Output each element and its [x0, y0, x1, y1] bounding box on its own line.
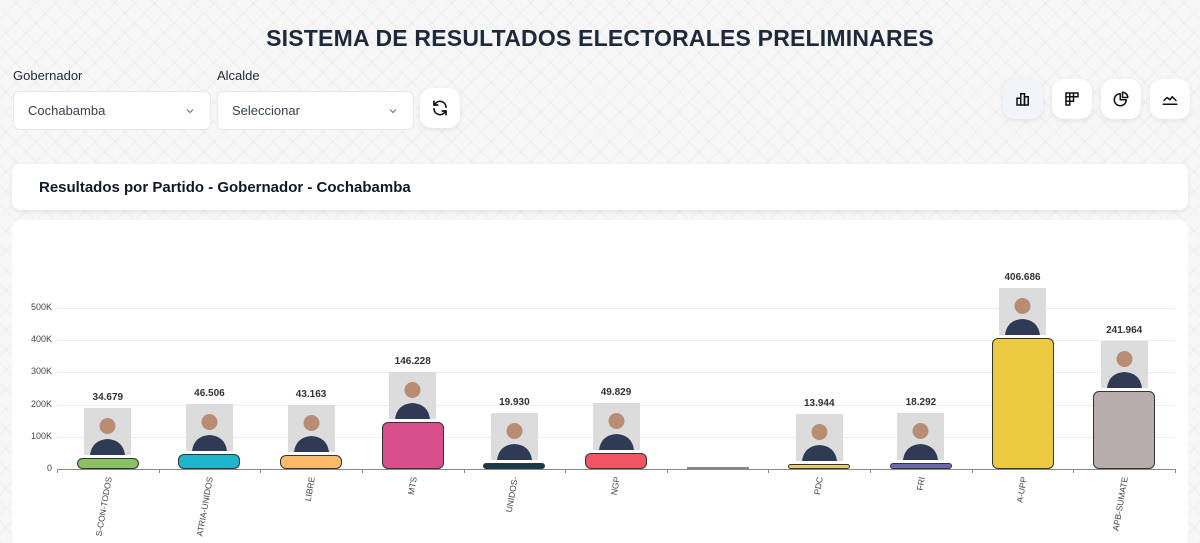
view-bar-chart-button[interactable] — [1003, 79, 1043, 119]
candidate-photo — [84, 407, 132, 455]
y-tick-label: 500K — [30, 302, 52, 312]
refresh-icon — [433, 100, 447, 116]
x-tick — [260, 469, 262, 473]
pie-chart-icon — [1113, 91, 1129, 107]
x-tick — [971, 469, 973, 473]
view-line-chart-button[interactable] — [1150, 79, 1190, 119]
bar-chart-icon — [1016, 93, 1029, 106]
bar-value-label: 241.964 — [1106, 325, 1143, 337]
chart-card-header: Resultados por Partido - Gobernador - Co… — [12, 164, 1188, 210]
x-tick — [1175, 469, 1176, 473]
gridline — [57, 372, 1175, 374]
bar-value-label: 34.679 — [92, 391, 124, 403]
chevron-down-icon — [186, 108, 194, 113]
chevron-down-icon — [389, 108, 397, 113]
bar-value-label: 18.292 — [905, 397, 937, 409]
x-axis — [57, 469, 1175, 470]
candidate-photo — [592, 402, 640, 450]
gridline — [57, 340, 1175, 342]
candidate-photo — [490, 412, 538, 460]
candidate-photo — [185, 404, 233, 452]
x-tick-label: S-CON-TODOS — [93, 476, 114, 538]
gridline — [57, 308, 1175, 309]
x-tick — [870, 469, 872, 473]
bar-s-con-todos[interactable] — [76, 457, 139, 469]
y-tick-label: 0 — [46, 463, 52, 473]
bar-apb-sumate[interactable] — [1093, 391, 1156, 469]
x-tick-label: UNIDOS- — [504, 476, 521, 514]
refresh-button[interactable] — [420, 88, 460, 128]
candidate-photo — [999, 288, 1047, 336]
bar-fri[interactable] — [889, 463, 952, 469]
bar-unidos-[interactable] — [483, 462, 546, 469]
x-tick — [1073, 469, 1075, 473]
x-tick-label: MTS — [405, 476, 419, 496]
x-tick-label: LIBRE — [302, 476, 317, 502]
bar-value-label: 49.829 — [600, 386, 632, 398]
bar-value-label: 406.686 — [1004, 272, 1041, 284]
candidate-photo — [795, 414, 843, 461]
x-tick — [463, 469, 465, 473]
y-tick-label: 400K — [30, 334, 52, 345]
x-tick — [768, 469, 770, 473]
x-tick — [57, 469, 58, 473]
y-tick-label: 300K — [30, 366, 52, 377]
alcalde-select[interactable]: Seleccionar — [217, 91, 414, 130]
bar-atria-unidos[interactable] — [178, 454, 241, 469]
x-tick — [565, 469, 567, 473]
candidate-photo — [897, 413, 945, 461]
bar-mts[interactable] — [381, 421, 444, 469]
bar-value-label: 19.930 — [499, 396, 530, 408]
gobernador-select[interactable]: Cochabamba — [13, 91, 211, 130]
chart-title: Resultados por Partido - Gobernador - Co… — [39, 178, 411, 196]
candidate-photo — [389, 371, 437, 419]
bar-libre[interactable] — [280, 455, 343, 469]
x-tick-label: NGP — [608, 476, 622, 496]
candidate-photo — [1100, 341, 1148, 389]
bar-value-label: 43.163 — [295, 389, 327, 401]
line-chart-icon — [1162, 96, 1178, 105]
x-tick-label: ATRIA-UNIDOS — [194, 476, 216, 538]
x-tick-label: PDC — [812, 476, 826, 496]
bar-value-label: 13.944 — [803, 398, 835, 409]
view-pie-chart-button[interactable] — [1101, 79, 1141, 119]
x-tick-label: A-UPP — [1014, 476, 1029, 504]
bar-value-label: 46.506 — [194, 388, 225, 400]
y-tick-label: 100K — [30, 430, 52, 441]
x-tick — [666, 469, 668, 473]
bar-value-label: 146.228 — [394, 355, 431, 367]
y-tick-label: 200K — [30, 398, 52, 409]
candidate-photo — [287, 405, 335, 453]
bar-ngp[interactable] — [585, 452, 647, 469]
x-tick-label: FRI — [914, 476, 927, 492]
bar-pdc[interactable] — [788, 464, 851, 469]
x-tick — [158, 469, 160, 473]
table-grid-icon — [1065, 92, 1079, 106]
gobernador-select-value: Cochabamba — [28, 103, 106, 118]
bar-a-upp[interactable] — [991, 338, 1054, 469]
alcalde-label: Alcalde — [217, 68, 260, 83]
gobernador-label: Gobernador — [13, 68, 83, 83]
bar-empty[interactable] — [686, 467, 749, 469]
alcalde-select-value: Seleccionar — [232, 103, 300, 118]
x-tick — [361, 469, 363, 473]
page-title: SISTEMA DE RESULTADOS ELECTORALES PRELIM… — [266, 25, 934, 51]
view-table-button[interactable] — [1052, 79, 1092, 119]
x-tick-label: APB-SUMATE — [1110, 476, 1131, 532]
